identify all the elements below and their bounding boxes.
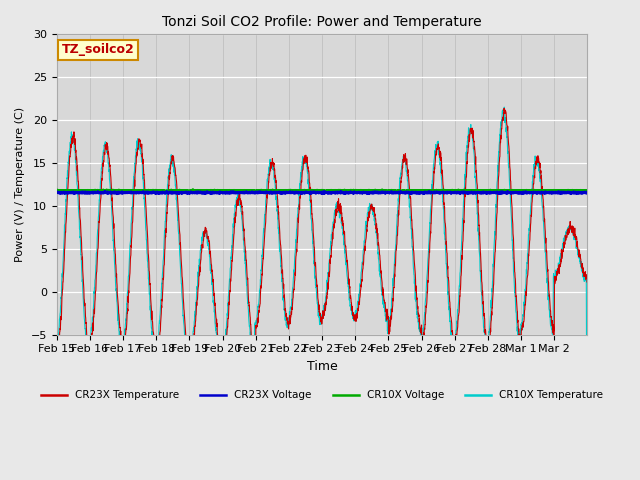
X-axis label: Time: Time [307, 360, 337, 373]
Legend: CR23X Temperature, CR23X Voltage, CR10X Voltage, CR10X Temperature: CR23X Temperature, CR23X Voltage, CR10X … [36, 386, 607, 405]
Title: Tonzi Soil CO2 Profile: Power and Temperature: Tonzi Soil CO2 Profile: Power and Temper… [163, 15, 482, 29]
Y-axis label: Power (V) / Temperature (C): Power (V) / Temperature (C) [15, 107, 25, 262]
Text: TZ_soilco2: TZ_soilco2 [62, 43, 134, 56]
